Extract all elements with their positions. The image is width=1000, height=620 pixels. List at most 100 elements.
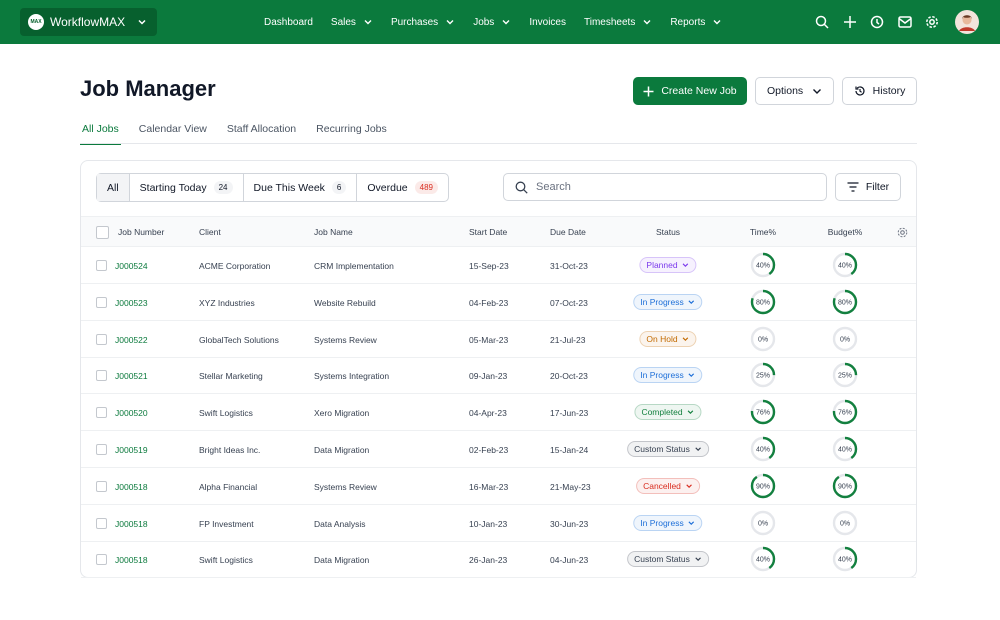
search-placeholder: Search [536, 181, 571, 193]
nav-item[interactable]: Timesheets [584, 17, 652, 28]
job-row[interactable]: J000519 Bright Ideas Inc. Data Migration 02… [81, 431, 916, 468]
job-number[interactable]: J000520 [115, 408, 148, 419]
status-label: Custom Status [634, 444, 690, 454]
job-number[interactable]: J000521 [115, 371, 148, 382]
tab[interactable]: All Jobs [80, 120, 121, 145]
chevron [695, 447, 701, 451]
job-number[interactable]: J000518 [115, 518, 148, 529]
gear [900, 230, 905, 235]
ring-track [750, 326, 776, 351]
progress-ring: 90% [832, 473, 858, 498]
job-row[interactable]: J000518 Alpha Financial Systems Review 16-M… [81, 468, 916, 505]
filter-button[interactable]: Filter [835, 173, 901, 201]
chip-label: Overdue [367, 181, 408, 194]
nav-item[interactable]: Dashboard [264, 17, 313, 28]
checkbox[interactable] [96, 444, 107, 455]
job-row[interactable]: J000518 FP Investment Data Analysis 10-Jan-… [81, 505, 916, 542]
status-pill[interactable]: Custom Status [627, 551, 709, 568]
filter-chip[interactable]: Starting Today 24 [130, 174, 244, 201]
brand: WorkflowMAX [50, 15, 126, 29]
ring-track [832, 326, 858, 351]
column-settings-icon[interactable] [897, 227, 908, 238]
status-label: Planned [646, 260, 678, 270]
job-row[interactable]: J000522 GlobalTech Solutions Systems Revie… [81, 321, 916, 358]
search-box[interactable]: Search [503, 173, 827, 201]
status-pill[interactable]: Custom Status [627, 441, 709, 457]
top-bar: MAX WorkflowMAX Dashboard Sales Purchases J… [0, 0, 1000, 44]
nav-label: Invoices [529, 16, 566, 28]
time-icon[interactable] [870, 15, 884, 29]
account-switcher[interactable]: MAX WorkflowMAX [20, 8, 157, 36]
button-label: History [872, 85, 906, 97]
chip-label: Due This Week [253, 181, 325, 194]
options-button[interactable]: Options [755, 77, 834, 105]
checkbox[interactable] [96, 554, 107, 566]
status-pill[interactable]: In Progress [633, 514, 703, 531]
checkbox[interactable] [96, 333, 107, 345]
ring-progress [832, 547, 858, 572]
progress-ring: 0% [750, 510, 776, 535]
ring-progress [832, 252, 858, 278]
job-row[interactable]: J000524 ACME Corporation CRM Implementatio… [81, 247, 916, 284]
job-number[interactable]: J000524 [115, 261, 148, 271]
filter-chip[interactable]: Overdue 489 [357, 174, 448, 201]
filter-chip[interactable]: Due This Week 6 [244, 174, 358, 201]
checkbox[interactable] [96, 480, 107, 492]
chevron [813, 89, 821, 94]
job-number[interactable]: J000523 [115, 297, 148, 308]
nav-item[interactable]: Jobs [473, 17, 511, 28]
chevron [643, 20, 651, 25]
ring-progress [832, 473, 858, 498]
status-pill[interactable]: In Progress [633, 293, 703, 310]
checkbox[interactable] [96, 370, 107, 382]
status-pill[interactable]: In Progress [633, 367, 703, 384]
status-pill[interactable]: Cancelled [636, 477, 700, 494]
chip-label: Starting Today [139, 181, 207, 194]
progress-ring: 80% [832, 289, 858, 314]
progress-ring: 40% [832, 547, 858, 572]
status-pill[interactable]: Completed [634, 404, 702, 421]
tab[interactable]: Staff Allocation [226, 123, 297, 135]
checkbox[interactable] [96, 517, 107, 529]
job-number[interactable]: J000519 [115, 445, 148, 455]
ring-label: 90% [838, 483, 852, 490]
avatar[interactable] [955, 10, 979, 34]
checkbox[interactable] [96, 226, 109, 239]
tab[interactable]: Calendar View [138, 123, 207, 135]
client: Swift Logistics [199, 555, 253, 566]
chevron [446, 20, 454, 25]
filter-chip[interactable]: All [97, 174, 130, 201]
job-row[interactable]: J000521 Stellar Marketing Systems Integrat… [81, 357, 916, 395]
add-icon[interactable] [844, 16, 856, 28]
create-job-button[interactable]: Create New Job [633, 77, 747, 105]
chevron-path [682, 336, 689, 341]
chevron-path [686, 484, 692, 488]
job-number[interactable]: J000518 [115, 555, 148, 566]
start-date: 26-Jan-23 [469, 555, 508, 566]
column-header: Status [655, 227, 681, 237]
ring-track [750, 510, 776, 535]
checkbox[interactable] [96, 296, 107, 308]
ring-progress [750, 473, 776, 498]
job-row[interactable]: J000520 Swift Logistics Xero Migration 04-A… [81, 394, 916, 432]
settings-icon[interactable] [926, 16, 938, 28]
due-date: 20-Oct-23 [550, 371, 588, 382]
nav-item[interactable]: Purchases [391, 17, 455, 28]
nav-item[interactable]: Reports [670, 17, 722, 28]
history-button[interactable]: History [842, 77, 917, 105]
job-number[interactable]: J000522 [115, 334, 148, 345]
tab[interactable]: Recurring Jobs [316, 123, 387, 135]
nav-item[interactable]: Sales [331, 17, 373, 28]
status-pill[interactable]: Planned [639, 257, 697, 273]
job-number[interactable]: J000518 [115, 481, 148, 492]
search-icon[interactable] [815, 15, 829, 29]
checkbox[interactable] [96, 260, 107, 271]
mail-icon[interactable] [898, 16, 912, 28]
ring-label: 40% [838, 446, 852, 453]
progress-ring: 40% [750, 547, 776, 572]
status-pill[interactable]: On Hold [639, 330, 697, 347]
checkbox[interactable] [96, 407, 107, 419]
job-row[interactable]: J000523 XYZ Industries Website Rebuild 04-F… [81, 284, 916, 321]
nav-item[interactable]: Invoices [529, 17, 566, 28]
job-row[interactable]: J000518 Swift Logistics Data Migration 26-J… [81, 541, 916, 579]
